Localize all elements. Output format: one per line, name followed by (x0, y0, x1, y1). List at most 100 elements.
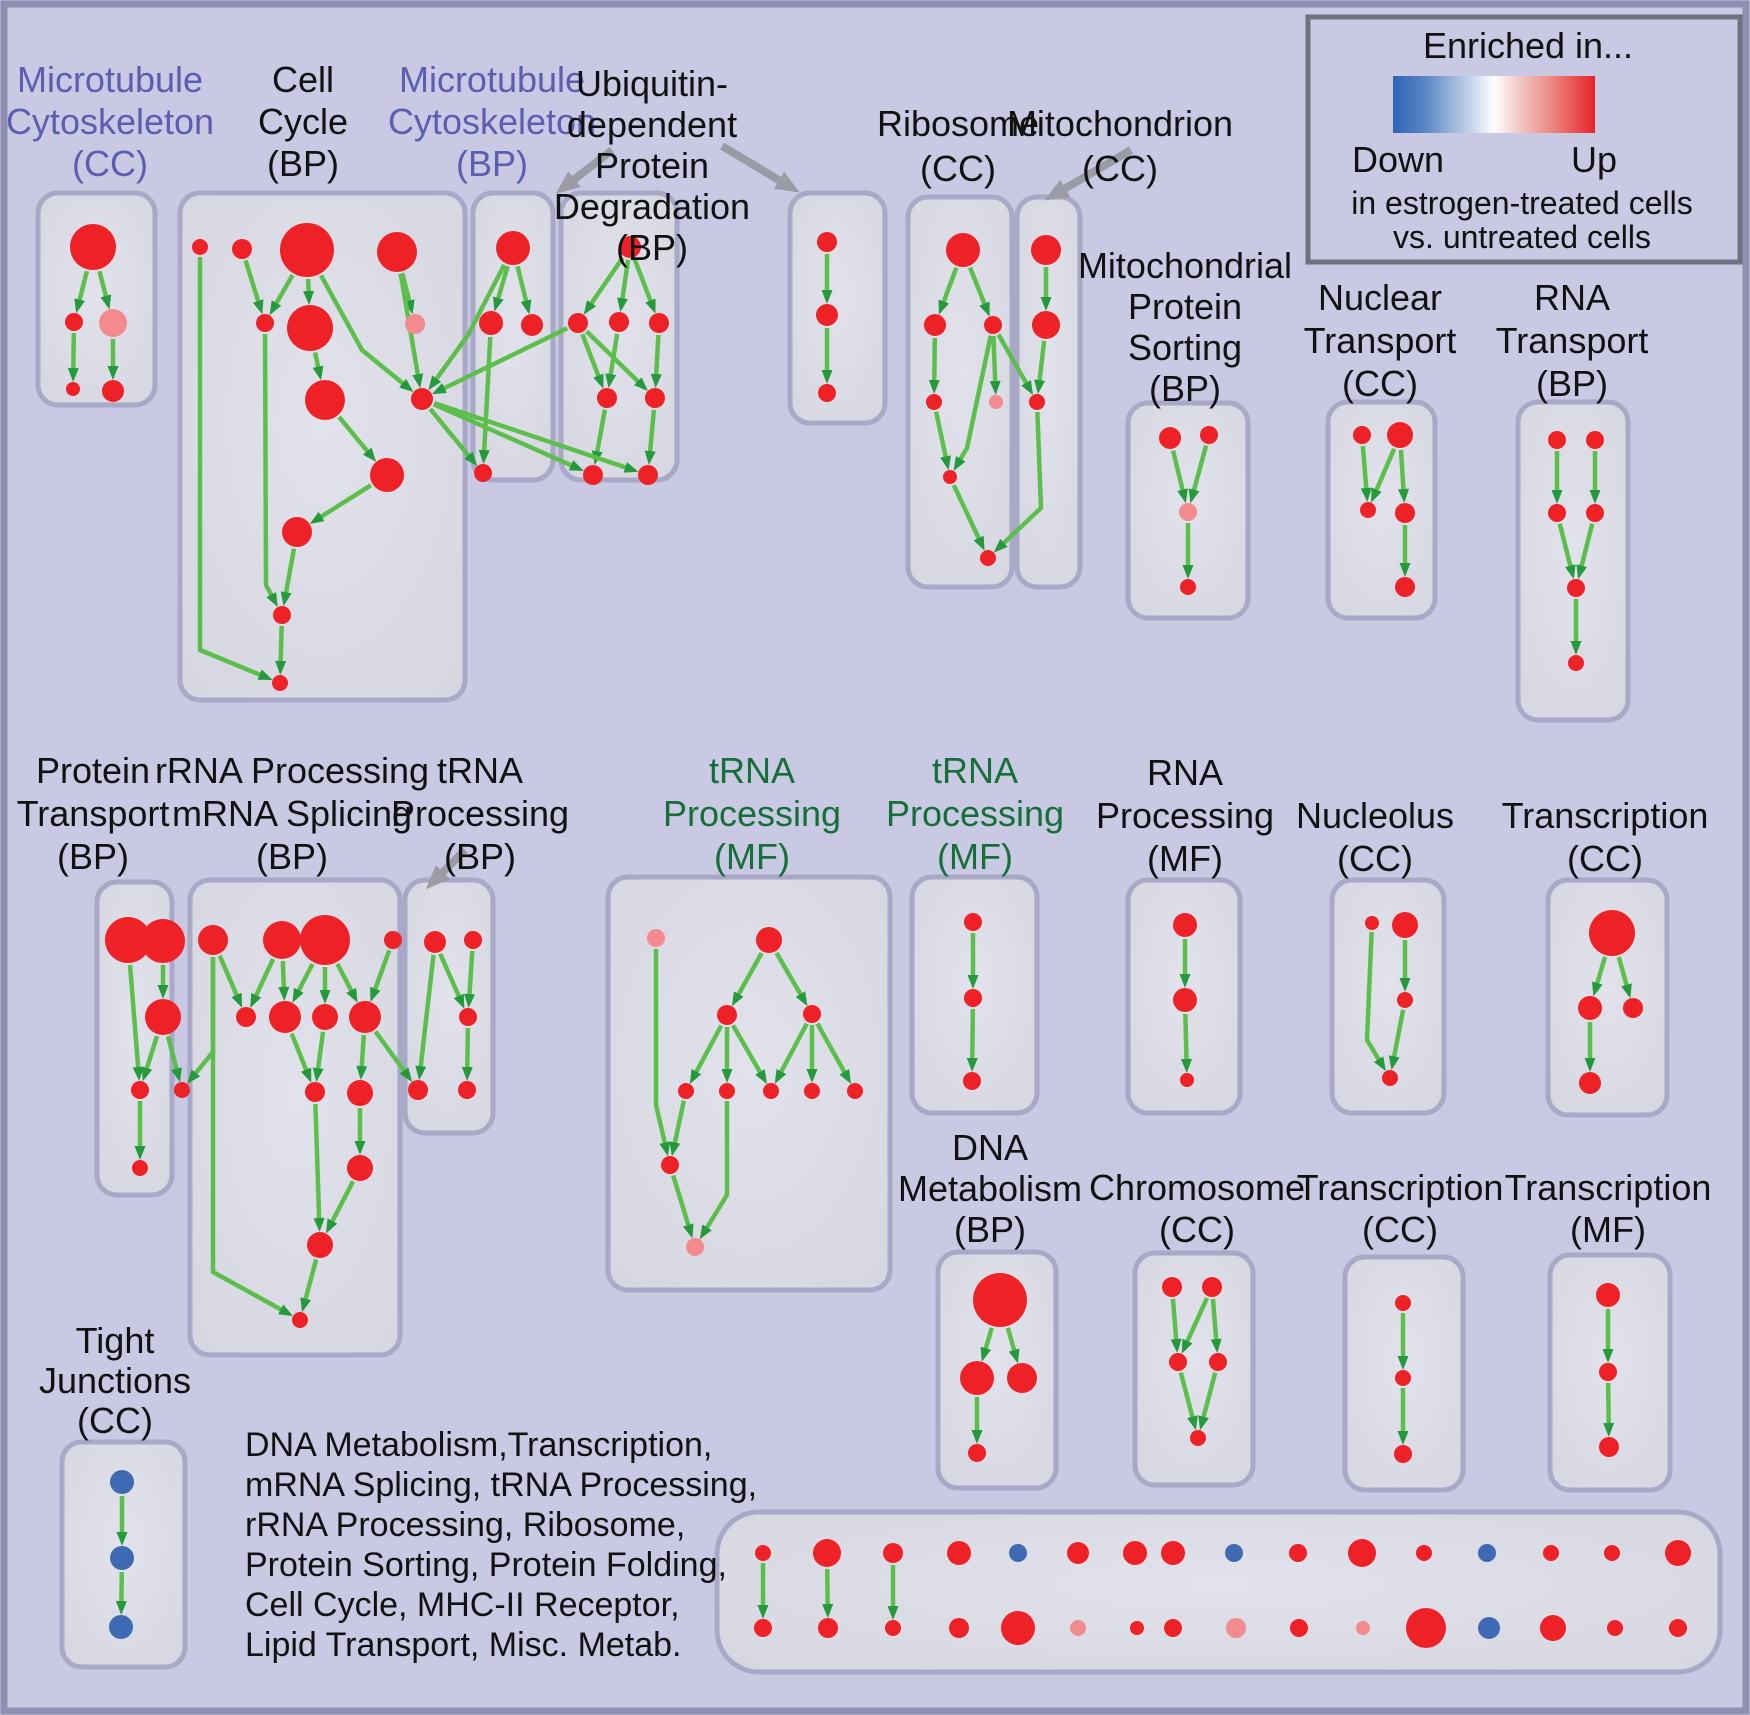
go-term-node-strip (1607, 1620, 1623, 1636)
edge-cross-cell_cycle-ubiq_a (432, 402, 584, 471)
go-term-node-cell_cycle (405, 314, 425, 334)
edge-mt_bp (493, 265, 510, 312)
go-term-node-mito (1029, 394, 1045, 410)
edge-cell_cycle (312, 352, 324, 381)
cluster-label-rna-transport: RNA (1534, 277, 1610, 318)
go-term-node-mt_cc (66, 382, 80, 396)
go-term-node-rrna (347, 1080, 373, 1106)
legend-down-label: Down (1352, 139, 1444, 180)
go-term-node-strip (1161, 1541, 1185, 1565)
go-term-node-transc_cc3 (1394, 1445, 1412, 1463)
legend-title: Enriched in... (1423, 25, 1633, 66)
go-term-node-cell_cycle (282, 517, 312, 547)
cluster-label-mt-bp: (BP) (456, 143, 528, 184)
cluster-label-rna-transport: Transport (1496, 320, 1649, 361)
go-term-node-rrna (263, 921, 301, 959)
edge-prot_trans (165, 1035, 182, 1083)
go-term-node-cell_cycle (411, 388, 433, 410)
merged-clusters-note: Cell Cycle, MHC-II Receptor, (245, 1586, 680, 1624)
go-term-node-trna_bp (459, 1008, 477, 1026)
edge-cell_cycle (319, 274, 414, 393)
go-term-node-mt_bp (479, 311, 503, 335)
go-term-node-mt_cc (102, 380, 124, 402)
cluster-label-mt-bp: Microtubule (399, 59, 585, 100)
merged-clusters-note: DNA Metabolism,Transcription, (245, 1426, 712, 1464)
cluster-label-mito: (CC) (1082, 148, 1158, 189)
go-term-node-trna_bp (458, 1081, 476, 1099)
go-term-node-strip (1348, 1539, 1376, 1567)
edge-rrna (313, 1103, 325, 1233)
cluster-label-transc-cc-3: Transcription (1297, 1167, 1504, 1208)
go-term-node-nuc_trans (1360, 502, 1376, 518)
go-term-node-prot_trans (145, 999, 181, 1035)
edge-mt_bp (478, 336, 493, 465)
go-term-node-mt_bp (474, 464, 492, 482)
go-term-node-transc_mf3 (1599, 1437, 1619, 1457)
go-term-node-strip (1289, 1544, 1307, 1562)
cluster-label-mt-cc: (CC) (72, 143, 148, 184)
go-term-node-strip (1356, 1621, 1370, 1635)
merged-clusters-note: rRNA Processing, Ribosome, (245, 1506, 685, 1544)
edge-cross-mt_bp-cell_cycle (428, 263, 507, 391)
go-term-node-tight_junc (110, 1546, 134, 1570)
go-term-node-mps (1180, 579, 1196, 595)
cluster-box-transc_cc2 (1545, 877, 1670, 1118)
go-term-node-transc_cc2 (1578, 996, 1602, 1020)
go-term-node-cell_cycle (272, 675, 288, 691)
go-term-node-dna_metab (960, 1361, 994, 1395)
edge-transc_cc2 (1592, 956, 1608, 997)
go-term-node-tight_junc (110, 1470, 134, 1494)
cluster-box-nucleolus (1329, 877, 1447, 1116)
edge-mt_bp (515, 265, 532, 315)
edge-cross-ribosome-mito (996, 333, 1034, 396)
go-term-node-strip (1164, 1619, 1182, 1637)
go-term-node-rrna (384, 931, 402, 949)
go-term-node-mps (1200, 426, 1218, 444)
edge-ribosome (933, 411, 951, 471)
cluster-label-tight-junctions: Junctions (39, 1360, 191, 1401)
label-pointer-arrow-ubiq-to-boxB (719, 142, 800, 193)
edge-rna_proc (1180, 1013, 1192, 1074)
go-term-node-rna_trans (1586, 431, 1604, 449)
edge-dna_metab (980, 1327, 994, 1362)
go-term-node-dna_metab (973, 1273, 1027, 1327)
go-term-node-trna_mf_big (804, 1083, 820, 1099)
cluster-label-trna-bp: Processing (391, 793, 569, 834)
go-term-node-rrna (198, 925, 228, 955)
go-term-node-strip (1604, 1545, 1620, 1561)
edge-mps (1170, 450, 1188, 504)
go-term-node-ubiq_a (583, 465, 603, 485)
edge-trna_bp (464, 950, 475, 1009)
edge-transc_mf3 (1603, 1382, 1615, 1438)
edge-cell_cycle (243, 259, 264, 315)
go-term-node-ubiq_a (597, 388, 617, 408)
cluster-label-trna-mf-1: (MF) (714, 836, 790, 877)
cluster-label-rrna: (BP) (256, 836, 328, 877)
cluster-label-rrna: rRNA Processing (155, 750, 429, 791)
legend-subtitle-2: vs. untreated cells (1393, 219, 1651, 255)
go-term-node-mito (1032, 311, 1060, 339)
go-term-node-ribosome (924, 314, 946, 336)
go-term-node-mt_cc (70, 224, 116, 270)
go-term-node-transc_mf3 (1596, 1283, 1620, 1307)
edge-mt_cc (97, 270, 112, 310)
label-pointer-arrow-trna-bp-to-box (425, 847, 468, 890)
edge-rrna (217, 954, 243, 1008)
cluster-box-cell_cycle (177, 190, 468, 703)
go-term-node-strip (1225, 1544, 1243, 1562)
go-term-node-strip (1001, 1611, 1035, 1645)
go-term-node-strip (1478, 1544, 1496, 1562)
edge-trna_bp (415, 954, 436, 1081)
cluster-box-dna_metab (935, 1249, 1059, 1491)
go-term-node-ribosome (989, 395, 1003, 409)
go-term-node-nucleolus (1365, 916, 1379, 930)
edge-cell_cycle (303, 278, 315, 306)
go-term-node-prot_trans (141, 919, 185, 963)
cluster-label-mps: Mitochondrial (1078, 245, 1292, 286)
go-term-node-mt_cc (65, 313, 83, 331)
merged-clusters-note: Lipid Transport, Misc. Metab. (245, 1626, 682, 1664)
go-term-node-strip (1123, 1541, 1147, 1565)
cluster-label-rna-proc: (MF) (1147, 838, 1223, 879)
edge-mt_cc (74, 270, 90, 314)
go-term-node-ubiq_b (818, 384, 836, 402)
